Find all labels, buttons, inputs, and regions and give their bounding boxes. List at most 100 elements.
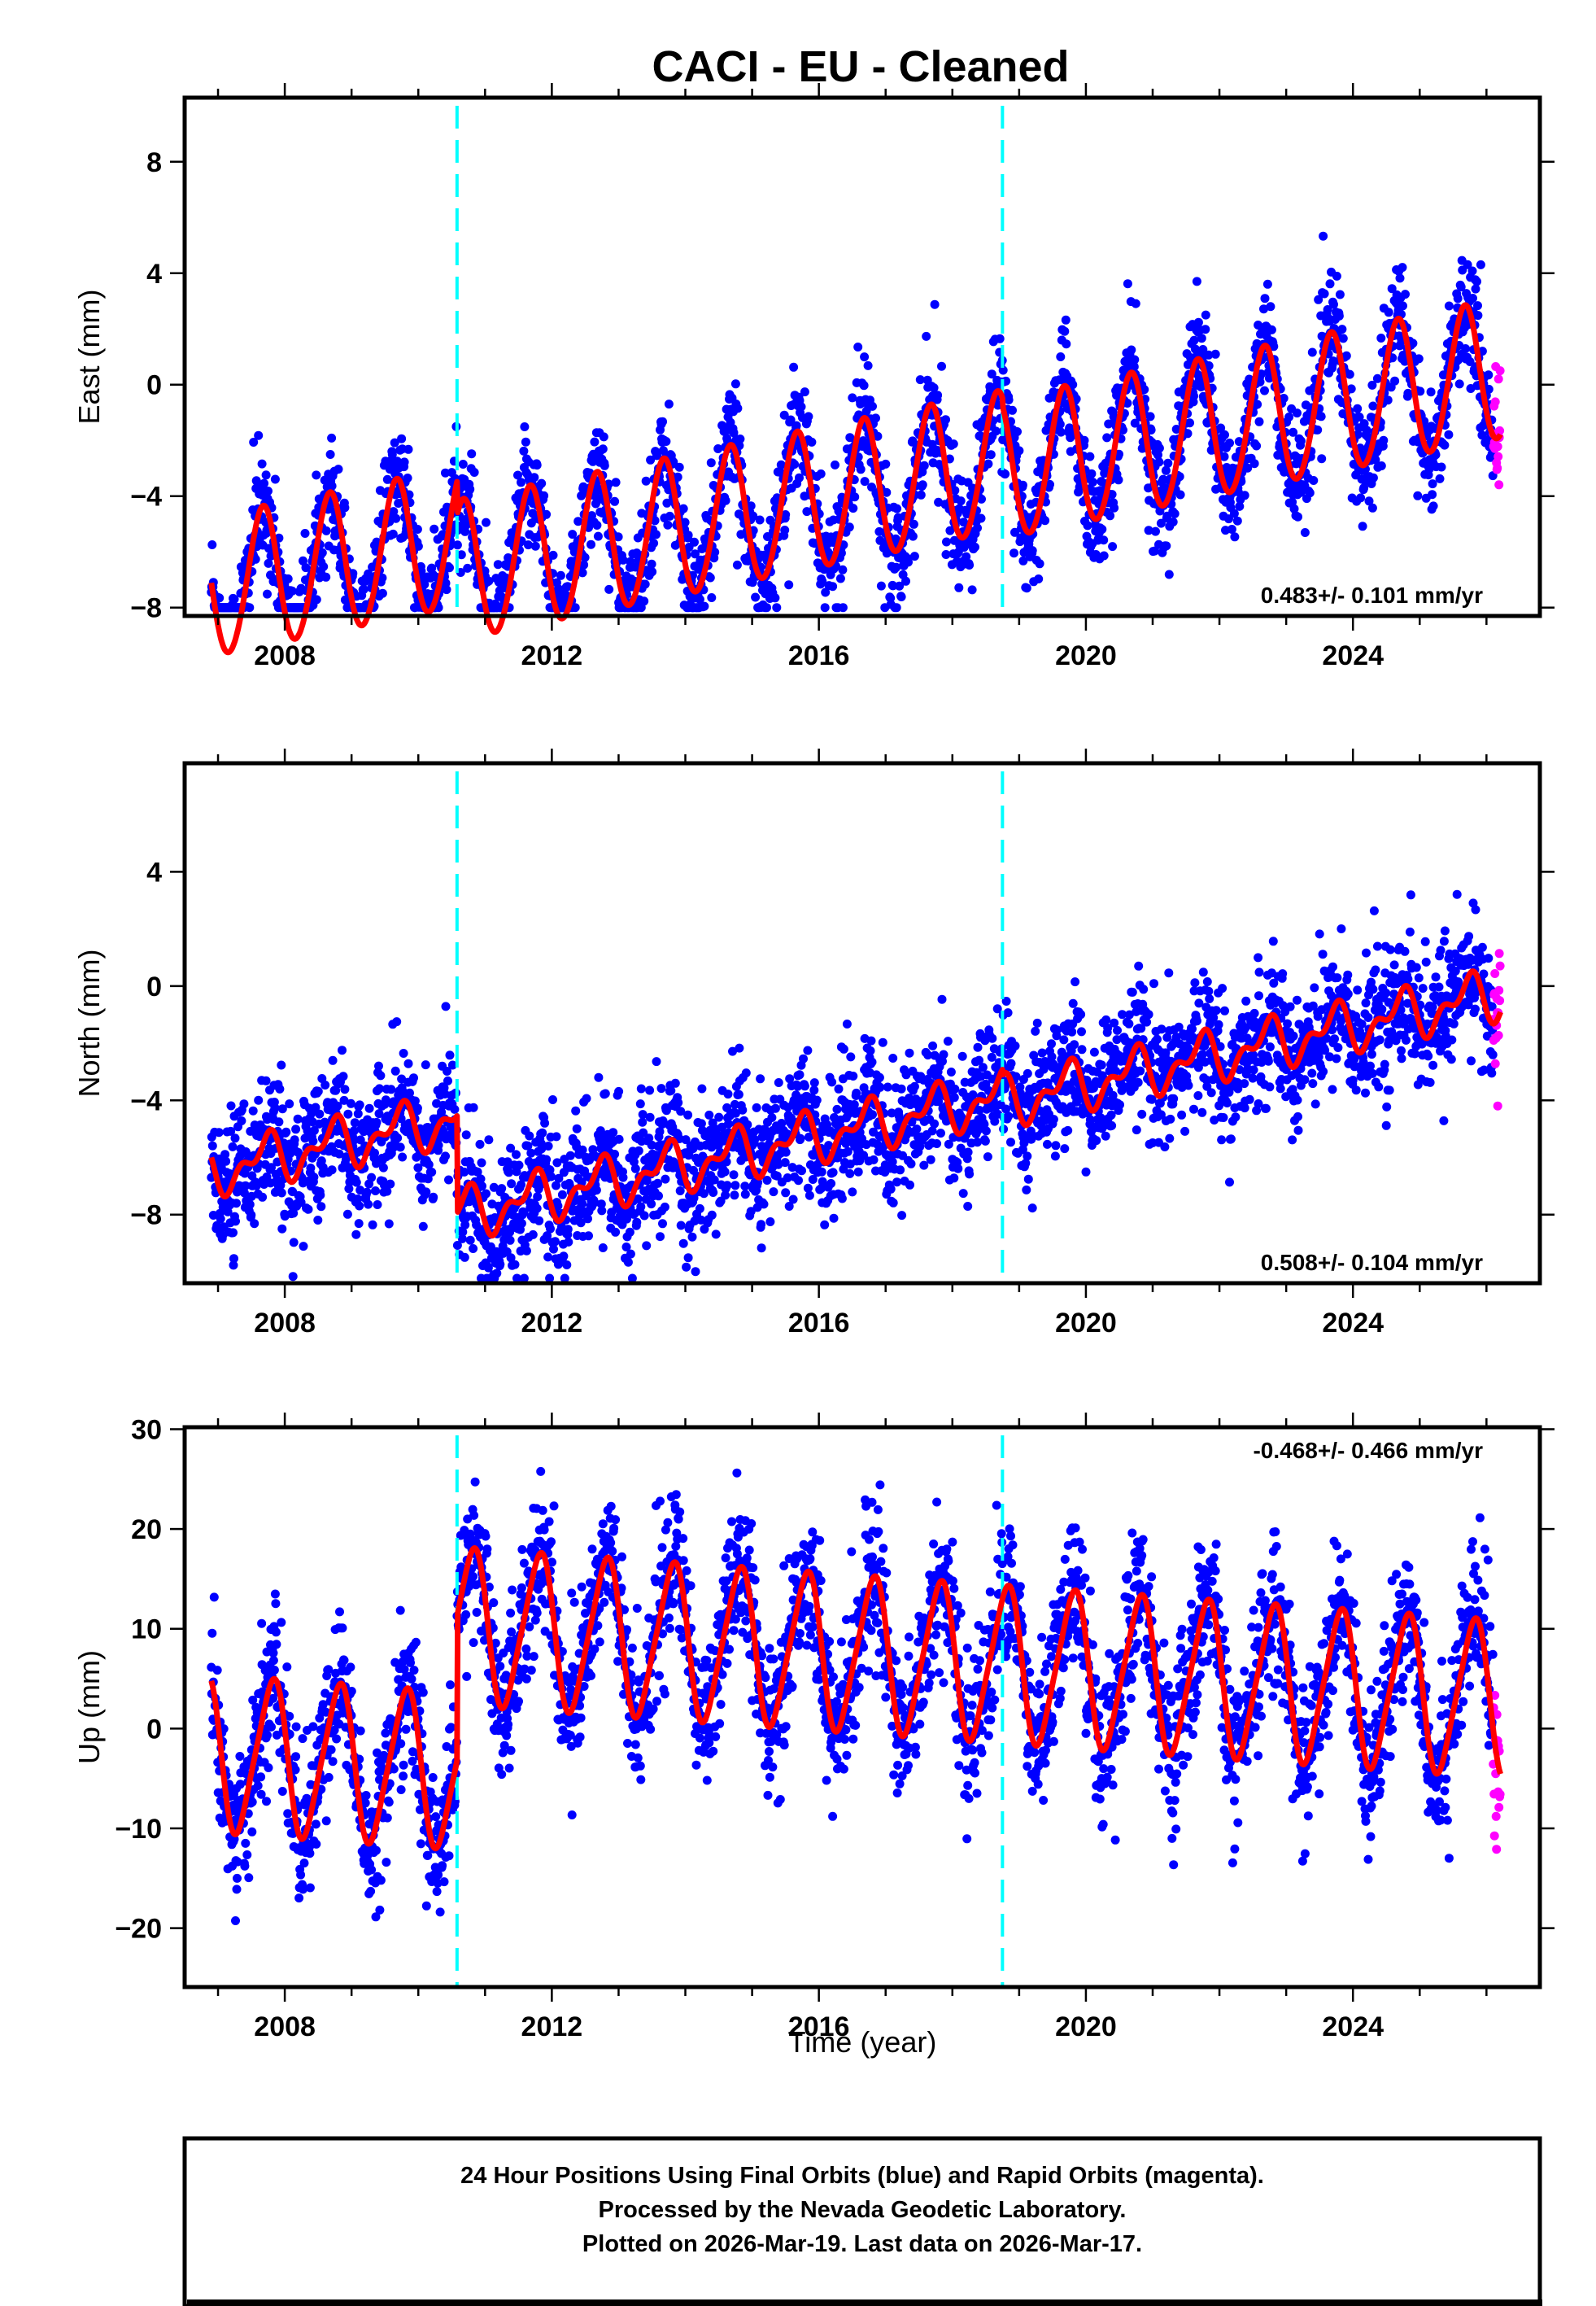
final-orbit-point [1319,289,1329,299]
final-orbit-point [1240,491,1249,500]
final-orbit-point [845,1168,855,1178]
final-orbit-point [1056,427,1066,437]
final-orbit-point [1168,518,1178,526]
final-orbit-point [303,1204,313,1214]
final-orbit-point [598,444,608,454]
final-orbit-point [762,603,771,613]
final-orbit-point [800,387,809,397]
final-orbit-point [351,1177,361,1187]
final-orbit-point [578,1199,587,1208]
final-orbit-point [1401,290,1410,299]
x-tick-label: 2024 [1322,640,1384,671]
final-orbit-point [1293,512,1302,522]
final-orbit-point [797,1166,806,1176]
final-orbit-point [230,1133,240,1143]
x-tick-label: 2012 [521,640,583,671]
final-orbit-point [729,1170,739,1180]
final-orbit-point [983,459,993,469]
final-orbit-point [734,1090,743,1099]
final-orbit-point [1189,335,1199,345]
final-orbit-point [1444,301,1454,311]
final-orbit-point [254,430,264,440]
final-orbit-point [450,1104,460,1114]
final-orbit-point [1083,521,1092,531]
final-orbit-point [842,1020,852,1029]
final-orbit-point [413,541,423,551]
final-orbit-point [299,1242,308,1251]
final-orbit-point [883,1082,892,1092]
final-orbit-point [967,585,977,595]
final-orbit-point [1154,457,1164,467]
final-orbit-point [853,343,863,352]
final-orbit-point [420,579,430,589]
final-orbit-point [1001,469,1010,479]
final-orbit-point [1085,452,1095,461]
final-orbit-point [636,1202,646,1212]
final-orbit-point [774,1078,783,1087]
final-orbit-point [1034,574,1044,583]
final-orbit-point [691,1267,700,1277]
final-orbit-point [248,1106,258,1116]
final-orbit-point [658,1219,667,1229]
final-orbit-point [803,1046,813,1055]
final-orbit-point [730,1190,739,1200]
final-orbit-point [1062,339,1071,349]
final-orbit-point [1114,475,1123,485]
final-orbit-point [397,434,407,443]
final-orbit-point [316,1190,325,1200]
final-orbit-point [463,563,473,573]
final-orbit-point [714,1112,724,1122]
final-orbit-point [376,1071,386,1081]
final-orbit-point [772,603,782,613]
final-orbit-point [291,1125,301,1134]
final-orbit-point [355,1100,364,1110]
final-orbit-point [610,1150,620,1159]
final-orbit-point [1127,345,1136,355]
rapid-orbit-point [1493,463,1502,473]
final-orbit-point [274,1117,284,1127]
final-orbit-point [789,362,799,372]
final-orbit-point [521,1246,531,1256]
final-orbit-point [1110,503,1119,513]
rapid-orbit-point [1493,442,1502,452]
final-orbit-point [849,1100,859,1109]
final-orbit-point [1338,334,1348,343]
final-orbit-point [592,521,602,530]
final-orbit-point [820,603,830,613]
final-orbit-point [264,487,273,496]
final-orbit-point [1035,559,1044,569]
final-orbit-point [1193,317,1203,327]
east-y-axis-label: East (mm) [72,290,106,425]
final-orbit-point [721,496,730,505]
final-orbit-point [285,1099,294,1109]
final-orbit-point [956,496,966,506]
final-orbit-point [391,513,401,523]
final-orbit-point [1395,273,1405,283]
final-orbit-point [250,1219,259,1229]
final-orbit-point [831,460,839,469]
final-orbit-point [800,1081,809,1091]
final-orbit-point [704,1110,714,1120]
final-orbit-point [666,1085,676,1095]
final-orbit-point [539,491,549,500]
final-orbit-point [246,1210,256,1220]
final-orbit-point [817,1167,826,1177]
final-orbit-point [828,582,838,592]
final-orbit-point [1105,511,1115,521]
final-orbit-point [1123,279,1132,289]
final-orbit-point [767,1113,777,1122]
final-orbit-point [1335,290,1345,299]
final-orbit-point [559,1251,569,1261]
final-orbit-point [429,1192,438,1202]
final-orbit-point [740,1190,750,1199]
final-orbit-point [313,1216,323,1225]
final-orbit-point [909,519,918,529]
final-orbit-point [277,1224,287,1234]
final-orbit-point [610,496,620,506]
final-orbit-point [1384,308,1393,317]
final-orbit-point [1426,387,1436,397]
final-orbit-point [1473,301,1482,311]
final-orbit-point [755,515,765,525]
final-orbit-point [723,1090,733,1099]
final-orbit-point [635,1099,645,1109]
